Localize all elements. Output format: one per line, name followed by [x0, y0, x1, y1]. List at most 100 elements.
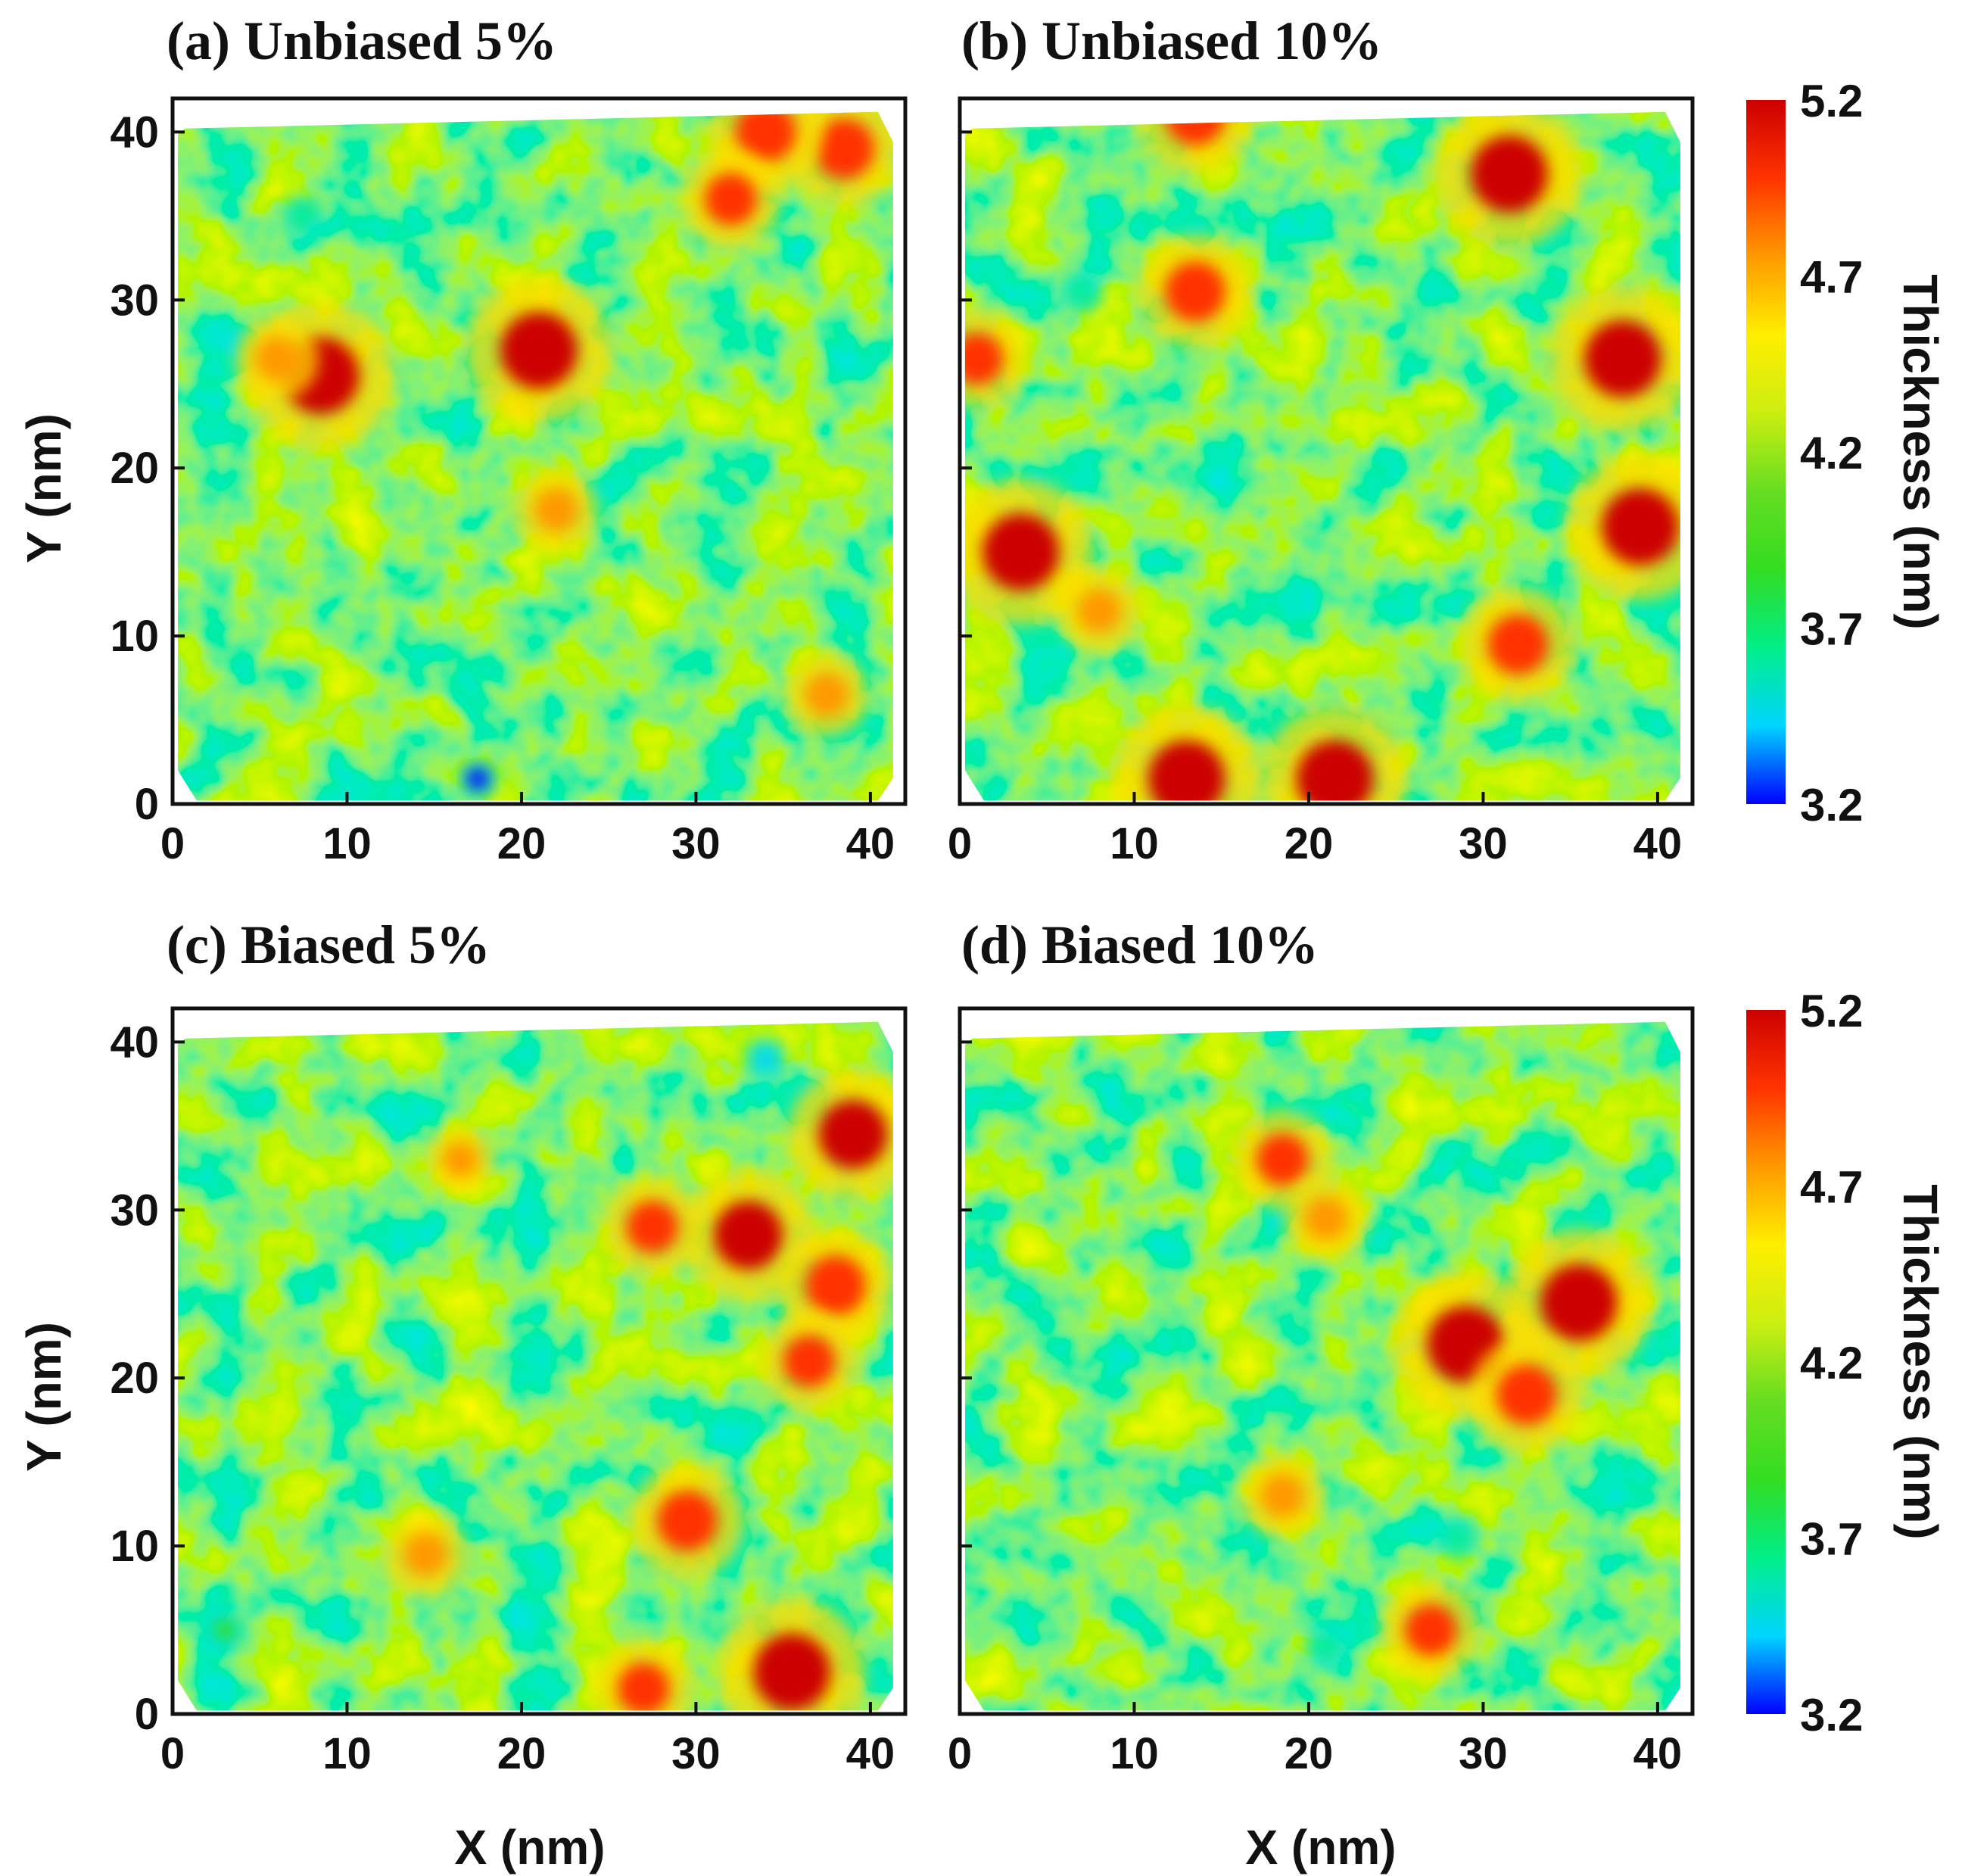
panel-2-ytick-label-0: 0	[135, 1690, 159, 1739]
panel-3-hotspot-4	[1404, 1603, 1457, 1656]
panel-2-hotspot-4	[656, 1490, 718, 1551]
panel-b-heatmap	[964, 111, 1680, 801]
panel-1-hotspot-9	[964, 332, 1004, 385]
panel-0-xtick-label-3: 30	[671, 819, 721, 868]
panel-1-xtick-label-0: 0	[948, 819, 972, 868]
panel-0-hotspot-5	[534, 488, 579, 532]
panel-d-xlabel: X (nm)	[1245, 1820, 1396, 1874]
panel-0-xtick-label-1: 10	[322, 819, 372, 868]
panel-0-ytick-label-1: 10	[110, 612, 159, 661]
panel-2-hotspot-1	[714, 1201, 783, 1270]
colorbar-0-tick-4: 3.2	[1800, 780, 1863, 830]
panel-0-xtick-label-2: 20	[497, 819, 547, 868]
panel-3-xtick-label-0: 0	[948, 1729, 972, 1778]
panel-0-hotspot-7	[255, 336, 300, 381]
colorbar-bottom: 5.2 4.7 4.2 3.7 3.2 Thickness (nm)	[1746, 986, 1948, 1740]
panel-2-xtick-label-4: 40	[846, 1729, 895, 1778]
panel-0-hotspot-4	[705, 173, 758, 226]
panel-2-coldspot-0	[755, 1048, 777, 1070]
panel-1-hotspot-7	[1165, 261, 1226, 323]
panel-0-ytick-label-4: 40	[110, 108, 159, 157]
panel-b: (b) Unbiased 10% 0 10 20 30 40	[948, 11, 1695, 868]
panel-3-hotspot-1	[1540, 1264, 1618, 1342]
panel-2-hotspot-5	[783, 1335, 836, 1388]
panel-0-hotspot-2	[814, 118, 875, 179]
panel-2-ytick-label-3: 30	[110, 1186, 159, 1235]
colorbar-bottom-label: Thickness (nm)	[1893, 1184, 1948, 1539]
colorbar-1-tick-2: 4.2	[1800, 1338, 1863, 1388]
colorbar-1-tick-3: 3.7	[1800, 1514, 1863, 1565]
panel-0-xtick-label-0: 0	[160, 819, 185, 868]
panel-2-hotspot-6	[626, 1200, 679, 1253]
panel-a-title: (a) Unbiased 5%	[167, 11, 557, 71]
panel-1-xtick-label-3: 30	[1459, 819, 1508, 868]
panel-2-xtick-label-3: 30	[671, 1729, 721, 1778]
panel-d: (d) Biased 10% 0 10 20 30 40 X (nm)	[948, 915, 1695, 1874]
panel-0-ytick-label-2: 20	[110, 444, 159, 493]
panel-a: (a) Unbiased 5% 0 10 20 30 40 0 10 20 30 40 Y (nm…	[17, 11, 908, 868]
colorbar-0-tick-2: 4.2	[1800, 428, 1863, 478]
panel-b-title: (b) Unbiased 10%	[961, 11, 1382, 71]
colorbar-1-tick-0: 5.2	[1800, 986, 1863, 1036]
panel-2-hotspot-2	[818, 1099, 888, 1169]
panel-c-spots	[204, 1037, 893, 1711]
colorbar-bottom-scale	[1746, 1010, 1786, 1714]
panel-0-coldspot-1	[292, 205, 314, 227]
panel-1-hotspot-10	[1077, 588, 1122, 633]
panel-1-hotspot-3	[1601, 488, 1679, 566]
panel-3-hotspot-2	[1496, 1364, 1558, 1426]
panel-3-hotspot-6	[1260, 1473, 1305, 1518]
colorbar-0-tick-1: 4.7	[1800, 252, 1863, 303]
panel-a-ticks: 0 10 20 30 40 0 10 20 30 40	[110, 108, 895, 868]
panel-1-hotspot-4	[1471, 135, 1548, 213]
panel-3-xtick-label-1: 10	[1110, 1729, 1159, 1778]
colorbar-0-tick-0: 5.2	[1800, 76, 1863, 126]
panel-0-hotspot-1	[500, 311, 578, 389]
panel-c-ticks: 0 10 20 30 40 0 10 20 30 40	[110, 1017, 895, 1778]
panel-c-ylabel: Y (nm)	[17, 1322, 71, 1472]
panel-3-coldspot-0	[1446, 1527, 1468, 1548]
panel-2-hotspot-0	[753, 1633, 831, 1711]
panel-1-hotspot-2	[1584, 319, 1661, 397]
panel-c-xlabel: X (nm)	[454, 1820, 605, 1874]
panel-3-coldspot-1	[1316, 1636, 1337, 1658]
panel-1-hotspot-1	[1296, 740, 1374, 801]
panel-3-xtick-label-2: 20	[1285, 1729, 1334, 1778]
panel-3-hotspot-5	[1304, 1196, 1348, 1241]
panel-a-spots	[235, 111, 893, 800]
panel-0-ytick-label-3: 30	[110, 276, 159, 325]
panel-d-title: (d) Biased 10%	[961, 915, 1319, 975]
panel-0-ytick-label-0: 0	[135, 780, 159, 829]
panel-d-frame	[958, 1006, 1695, 1716]
panel-1-xtick-label-1: 10	[1110, 819, 1159, 868]
panel-0-xtick-label-4: 40	[846, 819, 895, 868]
panel-1-xtick-label-2: 20	[1285, 819, 1334, 868]
panel-2-ytick-label-1: 10	[110, 1522, 159, 1571]
panel-a-frame	[170, 96, 908, 806]
panel-1-hotspot-5	[982, 513, 1060, 591]
panel-1-hotspot-8	[1165, 111, 1226, 146]
panel-d-spots	[1232, 1110, 1653, 1680]
colorbar-top-scale	[1746, 100, 1786, 804]
panel-3-xtick-label-4: 40	[1633, 1729, 1683, 1778]
panel-a-ylabel: Y (nm)	[17, 413, 71, 563]
panel-3-hotspot-3	[1256, 1133, 1309, 1186]
colorbar-top: 5.2 4.7 4.2 3.7 3.2 Thickness (nm)	[1746, 76, 1948, 830]
panel-2-hotspot-7	[617, 1663, 670, 1711]
panel-1-coldspot-0	[1071, 281, 1093, 303]
colorbar-0-tick-3: 3.7	[1800, 604, 1863, 655]
panel-b-ticks: 0 10 20 30 40	[948, 130, 1683, 868]
colorbar-top-ticks: 5.2 4.7 4.2 3.7 3.2	[1800, 76, 1863, 830]
panel-2-ytick-label-2: 20	[110, 1354, 159, 1403]
panel-2-xtick-label-2: 20	[497, 1729, 547, 1778]
panel-1-xtick-label-4: 40	[1633, 819, 1683, 868]
colorbar-1-tick-4: 3.2	[1800, 1690, 1863, 1740]
colorbar-bottom-ticks: 5.2 4.7 4.2 3.7 3.2	[1800, 986, 1863, 1740]
panel-2-hotspot-3	[805, 1255, 866, 1317]
panel-3-xtick-label-3: 30	[1459, 1729, 1508, 1778]
panel-2-hotspot-8	[403, 1532, 448, 1577]
panel-1-hotspot-halo-8	[1138, 111, 1253, 173]
panel-2-xtick-label-1: 10	[322, 1729, 372, 1778]
